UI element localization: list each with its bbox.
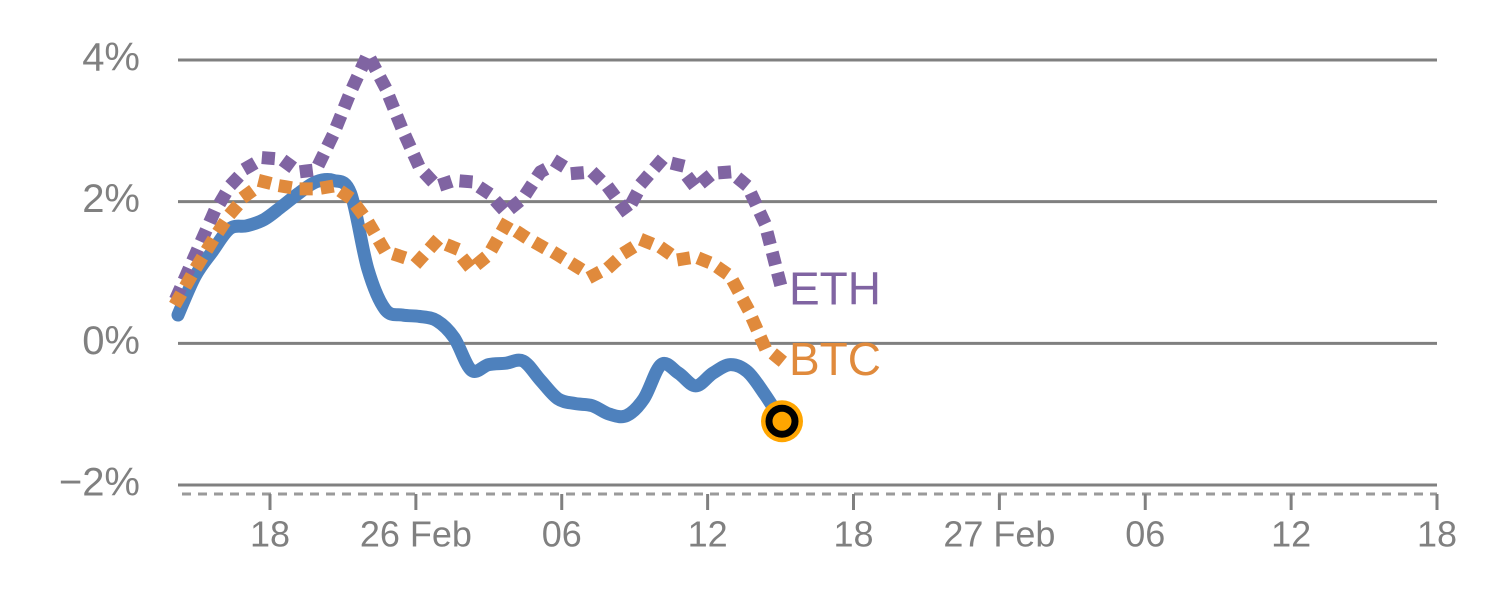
x-tick-label: 18 [833,513,873,554]
series-line-btc [169,175,792,371]
series-line-eth [169,47,790,303]
marker-inner-disc [773,412,791,431]
y-tick-label: 4% [82,36,140,80]
x-tick-label: 27 Feb [943,513,1055,554]
y-axis-tick-labels: 4% 2% 0% −2% [59,36,140,505]
series-label-eth: ETH [789,262,881,314]
series-labels: ETH BTC [789,262,881,385]
x-axis-tick-labels: 18 26 Feb 06 12 18 27 Feb 06 12 18 [250,513,1457,554]
x-tick-label: 12 [1271,513,1311,554]
x-tick-label: 18 [250,513,290,554]
x-tick-label: 12 [688,513,728,554]
y-tick-label: 0% [82,319,140,363]
y-tick-label: −2% [59,461,140,505]
x-tick-label: 06 [542,513,582,554]
x-tick-label: 06 [1125,513,1165,554]
marker-ring [765,404,799,438]
latest-value-marker [761,400,803,443]
gridlines [178,58,1437,487]
x-tick-label: 18 [1417,513,1457,554]
x-axis [182,492,1439,510]
series-label-btc: BTC [789,333,881,385]
x-tick-label: 26 Feb [360,513,472,554]
series-line-btc-main [171,172,789,428]
data-series [169,47,792,428]
y-tick-label: 2% [82,177,140,221]
